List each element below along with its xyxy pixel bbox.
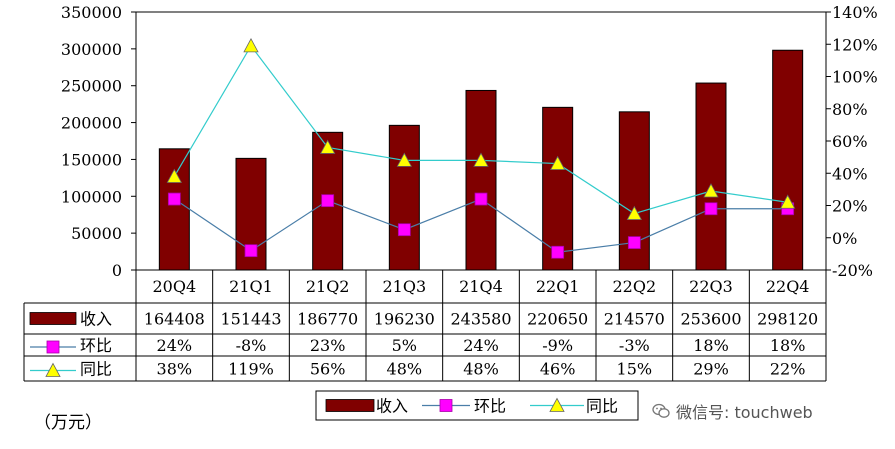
data-label: 243580 xyxy=(450,310,511,329)
point-triangle xyxy=(319,139,336,154)
point-square xyxy=(321,194,335,208)
right-tick-label: 100% xyxy=(832,68,878,87)
left-tick-label: 250000 xyxy=(61,77,122,96)
data-label: 24% xyxy=(157,336,193,355)
unit-label: （万元） xyxy=(34,413,102,433)
data-label: 46% xyxy=(540,360,576,379)
point-triangle xyxy=(703,183,719,198)
point-triangle xyxy=(549,155,566,170)
right-tick-label: 40% xyxy=(832,164,868,183)
category-label: 21Q4 xyxy=(459,277,503,296)
point-square xyxy=(244,244,258,258)
left-tick-label: 200000 xyxy=(61,114,122,133)
data-label: 48% xyxy=(463,360,499,379)
data-label: 48% xyxy=(387,360,423,379)
right-tick-label: 60% xyxy=(832,132,868,151)
point-square xyxy=(627,236,641,249)
wechat-icon xyxy=(652,403,670,418)
row-key-triangle xyxy=(45,362,61,377)
data-label: 119% xyxy=(228,360,274,379)
category-label: 21Q1 xyxy=(229,277,273,296)
row-header: 环比 xyxy=(80,336,112,355)
row-header: 同比 xyxy=(80,360,112,379)
point-triangle xyxy=(243,38,259,53)
right-tick-label: 20% xyxy=(832,197,868,216)
watermark-text: 微信号: touchweb xyxy=(676,403,813,422)
point-square xyxy=(551,245,565,259)
bar-22Q1 xyxy=(542,106,574,271)
data-label: -3% xyxy=(619,336,650,355)
data-label: 5% xyxy=(392,336,417,355)
row-key-square xyxy=(46,340,60,354)
right-tick-label: 120% xyxy=(832,35,878,54)
point-square xyxy=(397,223,411,237)
data-label: 214570 xyxy=(604,310,665,329)
data-label: 56% xyxy=(310,360,346,379)
right-tick-label: 0% xyxy=(832,229,857,248)
row-key-bar xyxy=(29,312,77,325)
bar-21Q4 xyxy=(465,89,497,271)
data-label: 220650 xyxy=(527,310,588,329)
point-triangle xyxy=(166,168,183,183)
left-tick-label: 300000 xyxy=(61,40,122,59)
category-label: 22Q2 xyxy=(613,277,657,296)
row-header: 收入 xyxy=(80,310,112,329)
data-label: 186770 xyxy=(297,310,358,329)
legend-key-bar xyxy=(325,399,375,412)
data-label: -9% xyxy=(542,336,573,355)
legend-label: 同比 xyxy=(586,397,618,416)
data-label: 298120 xyxy=(757,310,818,329)
data-label: 196230 xyxy=(374,310,435,329)
right-tick-label: 80% xyxy=(832,100,868,119)
right-tick-label: 140% xyxy=(832,3,878,22)
data-label: 18% xyxy=(693,336,729,355)
category-label: 22Q1 xyxy=(536,277,580,296)
left-tick-label: 350000 xyxy=(61,3,122,22)
bar-22Q3 xyxy=(695,82,727,271)
legend-label: 收入 xyxy=(376,397,408,416)
category-label: 21Q3 xyxy=(383,277,427,296)
legend-key-square xyxy=(439,399,453,412)
category-label: 22Q4 xyxy=(766,277,810,296)
data-label: 15% xyxy=(617,360,653,379)
data-label: 22% xyxy=(770,360,806,379)
point-square xyxy=(474,192,488,206)
data-label: -8% xyxy=(236,336,267,355)
category-label: 20Q4 xyxy=(153,277,197,296)
point-triangle xyxy=(626,205,643,220)
legend-key-triangle xyxy=(549,397,565,412)
bar-22Q4 xyxy=(772,49,804,271)
legend-label: 环比 xyxy=(474,397,506,416)
data-label: 29% xyxy=(693,360,729,379)
left-tick-label: 100000 xyxy=(61,187,122,206)
point-triangle xyxy=(473,152,489,167)
right-tick-label: -20% xyxy=(832,261,873,280)
data-label: 38% xyxy=(157,360,193,379)
data-label: 253600 xyxy=(680,310,741,329)
point-square xyxy=(167,192,181,206)
watermark: 微信号: touchweb xyxy=(652,400,813,422)
data-label: 24% xyxy=(463,336,499,355)
bar-21Q3 xyxy=(388,124,420,271)
category-label: 21Q2 xyxy=(306,277,350,296)
data-label: 164408 xyxy=(144,310,205,329)
left-tick-label: 0 xyxy=(112,261,122,280)
category-label: 22Q3 xyxy=(689,277,733,296)
bar-20Q4 xyxy=(158,148,190,271)
point-square xyxy=(704,202,718,216)
data-label: 18% xyxy=(770,336,806,355)
point-triangle xyxy=(396,152,413,167)
point-triangle xyxy=(779,194,796,209)
left-tick-label: 150000 xyxy=(61,150,122,169)
left-tick-label: 50000 xyxy=(71,224,122,243)
data-label: 23% xyxy=(310,336,346,355)
data-label: 151443 xyxy=(220,310,281,329)
